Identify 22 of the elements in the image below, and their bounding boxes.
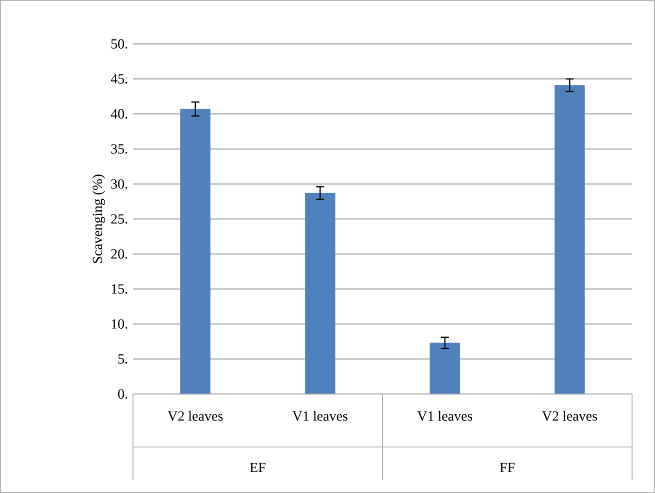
y-tick-label: 20. [111,249,128,259]
bar [180,108,211,394]
y-tick-label: 40. [110,109,128,119]
x-tick-label: V2 leaves [168,410,223,421]
x-tick-label: V1 leaves [417,410,472,421]
y-tick-label: 25. [111,214,128,224]
y-tick-label: 30. [111,179,128,189]
bar [430,342,460,394]
bar [554,85,585,394]
y-tick-label: 50. [111,39,128,49]
x-tick-label: V1 leaves [292,410,348,421]
text: EF [250,462,266,472]
x-tick-label: V2 leaves [542,410,597,421]
bar [304,192,336,394]
y-tick-label: 5. [118,354,128,364]
y-tick-label: 0. [118,389,128,399]
y-tick-label: 45. [110,74,128,84]
y-tick-label: 15. [112,284,128,294]
text: FF [500,462,515,472]
y-tick-label: 35. [111,144,128,154]
y-tick-label: 10. [112,319,128,329]
y-axis-title: Scavenging (%) [92,174,106,263]
